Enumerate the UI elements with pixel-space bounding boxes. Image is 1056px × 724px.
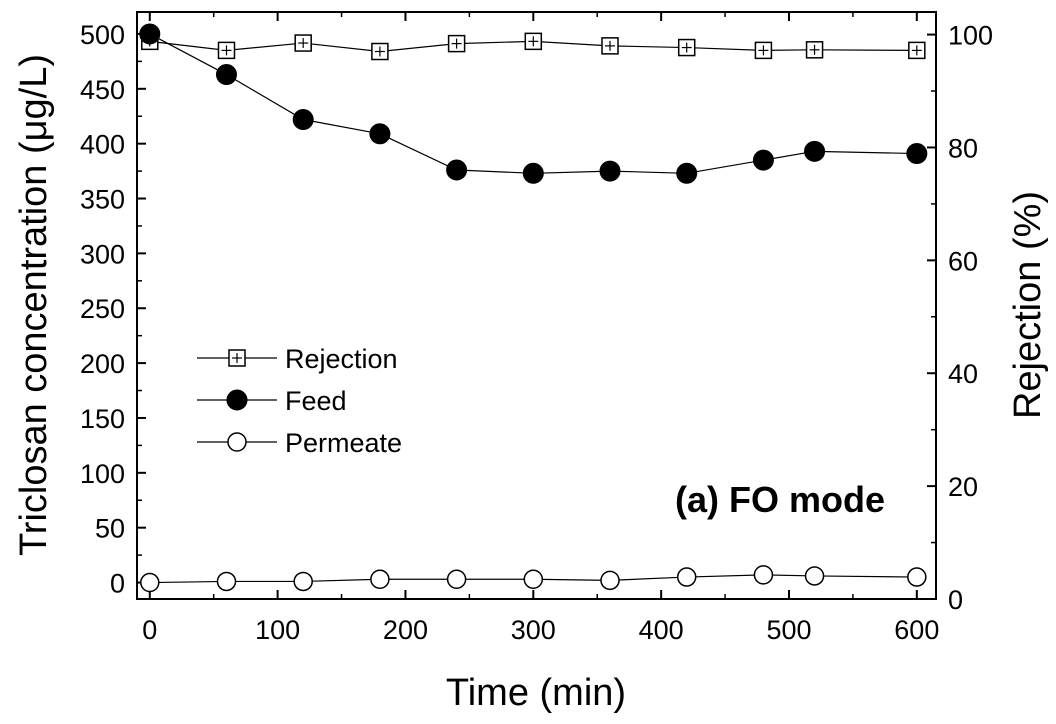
y-tick-label: 100 bbox=[80, 459, 125, 489]
feed-point bbox=[752, 149, 774, 171]
y2-tick-label: 80 bbox=[948, 133, 978, 163]
y-tick-label: 250 bbox=[80, 294, 125, 324]
feed-point bbox=[292, 109, 314, 131]
annotation: (a) FO mode bbox=[675, 479, 885, 520]
permeate-point bbox=[216, 571, 237, 592]
y-tick-label: 0 bbox=[110, 569, 125, 599]
y2-tick-label: 60 bbox=[948, 246, 978, 276]
y-tick-label: 350 bbox=[80, 185, 125, 215]
permeate-point bbox=[293, 571, 313, 592]
permeate-point bbox=[600, 570, 620, 591]
x-tick-label: 600 bbox=[894, 615, 939, 645]
permeate-point bbox=[676, 567, 697, 587]
y-tick-label: 300 bbox=[80, 239, 125, 269]
rejection-point bbox=[805, 41, 824, 59]
legend-marker-permeate bbox=[227, 432, 247, 452]
x-tick-label: 200 bbox=[383, 615, 428, 645]
permeate-point bbox=[907, 567, 927, 587]
y2-tick-label: 100 bbox=[948, 21, 993, 51]
rejection-point bbox=[908, 41, 926, 60]
feed-point bbox=[139, 23, 161, 45]
x-axis-title: Time (min) bbox=[446, 672, 626, 714]
y-tick-label: 200 bbox=[80, 349, 125, 379]
y2-tick-label: 40 bbox=[948, 359, 978, 389]
y-tick-label: 500 bbox=[80, 20, 125, 50]
rejection-point bbox=[371, 42, 389, 61]
feed-point bbox=[804, 140, 826, 162]
x-tick-label: 0 bbox=[142, 615, 157, 645]
legend-marker-feed bbox=[226, 389, 248, 411]
y2-tick-label: 20 bbox=[948, 472, 978, 502]
feed-series-line bbox=[149, 33, 917, 174]
legend-label-feed: Feed bbox=[285, 386, 347, 416]
y-tick-label: 50 bbox=[95, 514, 125, 544]
feed-point bbox=[369, 123, 391, 145]
permeate-point bbox=[370, 569, 390, 590]
legend-marker-rejection bbox=[228, 349, 246, 367]
feed-point bbox=[906, 143, 928, 165]
plot-frame bbox=[136, 11, 937, 600]
legend-label-permeate: Permeate bbox=[285, 428, 402, 458]
y2-axis-title: Rejection (%) bbox=[1007, 191, 1049, 419]
rejection-point bbox=[601, 37, 619, 55]
rejection-point bbox=[294, 34, 312, 52]
y-tick-label: 150 bbox=[80, 404, 125, 434]
y-tick-label: 450 bbox=[80, 75, 125, 105]
feed-point bbox=[215, 64, 237, 86]
feed-point bbox=[446, 159, 468, 181]
x-tick-label: 500 bbox=[766, 615, 811, 645]
feed-point bbox=[599, 160, 621, 182]
x-tick-label: 300 bbox=[511, 615, 556, 645]
y-tick-label: 400 bbox=[80, 130, 125, 160]
y-axis-title: Triclosan concentration (μg/L) bbox=[13, 54, 55, 556]
x-tick-label: 100 bbox=[255, 615, 300, 645]
rejection-point bbox=[217, 41, 236, 60]
permeate-point bbox=[523, 569, 544, 590]
x-tick-label: 400 bbox=[639, 615, 684, 645]
feed-point bbox=[676, 162, 698, 184]
rejection-point bbox=[447, 34, 466, 53]
rejection-point bbox=[524, 32, 543, 51]
permeate-point bbox=[753, 565, 774, 585]
permeate-point bbox=[140, 572, 160, 593]
rejection-point bbox=[677, 38, 696, 57]
legend-label-rejection: Rejection bbox=[285, 344, 398, 374]
permeate-point bbox=[804, 566, 825, 586]
rejection-point bbox=[754, 41, 773, 60]
y2-tick-label: 0 bbox=[948, 585, 963, 615]
feed-point bbox=[522, 162, 544, 184]
permeate-point bbox=[446, 569, 467, 590]
